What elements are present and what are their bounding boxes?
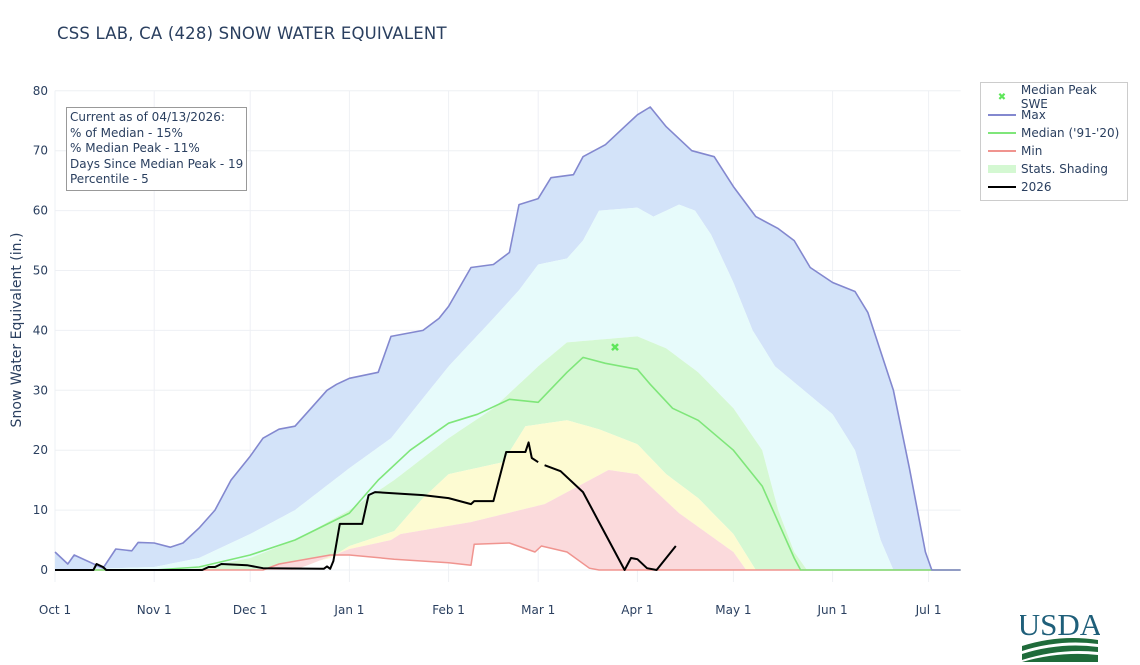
legend-item[interactable]: 2026 [981, 178, 1052, 196]
median-line [55, 356, 961, 571]
legend: ✖ Median Peak SWE Max Median ('91-'20) Min St… [980, 82, 1128, 201]
x-marker-icon: ✖ [997, 91, 1007, 103]
y-tick-label: 40 [33, 323, 48, 337]
y-tick-label: 20 [33, 443, 48, 457]
y-tick-label: 30 [33, 383, 48, 397]
info-line-percentile: Percentile - 5 [70, 172, 149, 186]
legend-item[interactable]: Median ('91-'20) [981, 124, 1119, 142]
x-tick-label: Apr 1 [621, 603, 653, 617]
shading-swatch-icon [988, 165, 1016, 173]
min-line [55, 542, 961, 571]
y-tick-label: 80 [33, 84, 48, 98]
band-p30-p70 [55, 336, 961, 570]
legend-label: Max [1021, 108, 1046, 122]
y-tick-label: 50 [33, 264, 48, 278]
line-swatch-icon [988, 114, 1016, 116]
current-2026-line [55, 441, 677, 571]
legend-label: Median Peak SWE [1020, 83, 1097, 111]
logo-stripe [1022, 645, 1098, 660]
line-swatch-icon [988, 186, 1016, 188]
legend-item[interactable]: Stats. Shading [981, 160, 1108, 178]
x-tick-label: Dec 1 [233, 603, 268, 617]
legend-label: Stats. Shading [1021, 162, 1109, 176]
y-tick-label: 70 [33, 144, 48, 158]
legend-item[interactable]: Max [981, 106, 1046, 124]
line-swatch-icon [988, 132, 1016, 134]
legend-label: Median ('91-'20) [1021, 126, 1120, 140]
legend-label: Min [1021, 144, 1043, 158]
info-line-current: Current as of 04/13/2026: [70, 110, 225, 124]
logo-stripe [1022, 638, 1098, 651]
legend-label: 2026 [1021, 180, 1052, 194]
current-conditions-box: Current as of 04/13/2026: % of Median - … [66, 107, 248, 191]
y-tick-label: 60 [33, 204, 48, 218]
x-tick-label: Jan 1 [333, 603, 364, 617]
median-peak-marker [611, 343, 619, 352]
x-tick-label: Jul 1 [915, 603, 942, 617]
usda-logo-text: USDA [1020, 607, 1100, 642]
y-tick-label: 10 [33, 503, 48, 517]
info-line-pct-median: % of Median - 15% [70, 125, 183, 140]
line-swatch-icon [988, 150, 1016, 152]
x-tick-label: Nov 1 [137, 603, 172, 617]
x-tick-label: May 1 [715, 603, 751, 617]
usda-logo: USDA [1020, 607, 1100, 662]
info-line-pct-median-peak: % Median Peak - 11% [70, 141, 200, 155]
y-axis-label: Snow Water Equivalent (in.) [9, 233, 25, 428]
legend-item[interactable]: Min [981, 142, 1042, 160]
info-line-days-since-peak: Days Since Median Peak - 19 [70, 156, 244, 171]
x-tick-label: Jun 1 [816, 603, 847, 617]
logo-stripe [1022, 653, 1098, 662]
x-tick-label: Oct 1 [39, 603, 71, 617]
x-tick-label: Feb 1 [432, 603, 465, 617]
band-p10-p30 [55, 420, 961, 570]
y-tick-label: 0 [40, 563, 48, 577]
band-p90-max [55, 106, 961, 571]
legend-item[interactable]: ✖ Median Peak SWE [981, 83, 1127, 111]
band-p70-p90 [55, 204, 961, 571]
band-min-p10 [55, 469, 961, 570]
max-line [54, 106, 961, 571]
x-tick-label: Mar 1 [521, 603, 555, 617]
chart-title: CSS LAB, CA (428) SNOW WATER EQUIVALENT [57, 24, 447, 43]
